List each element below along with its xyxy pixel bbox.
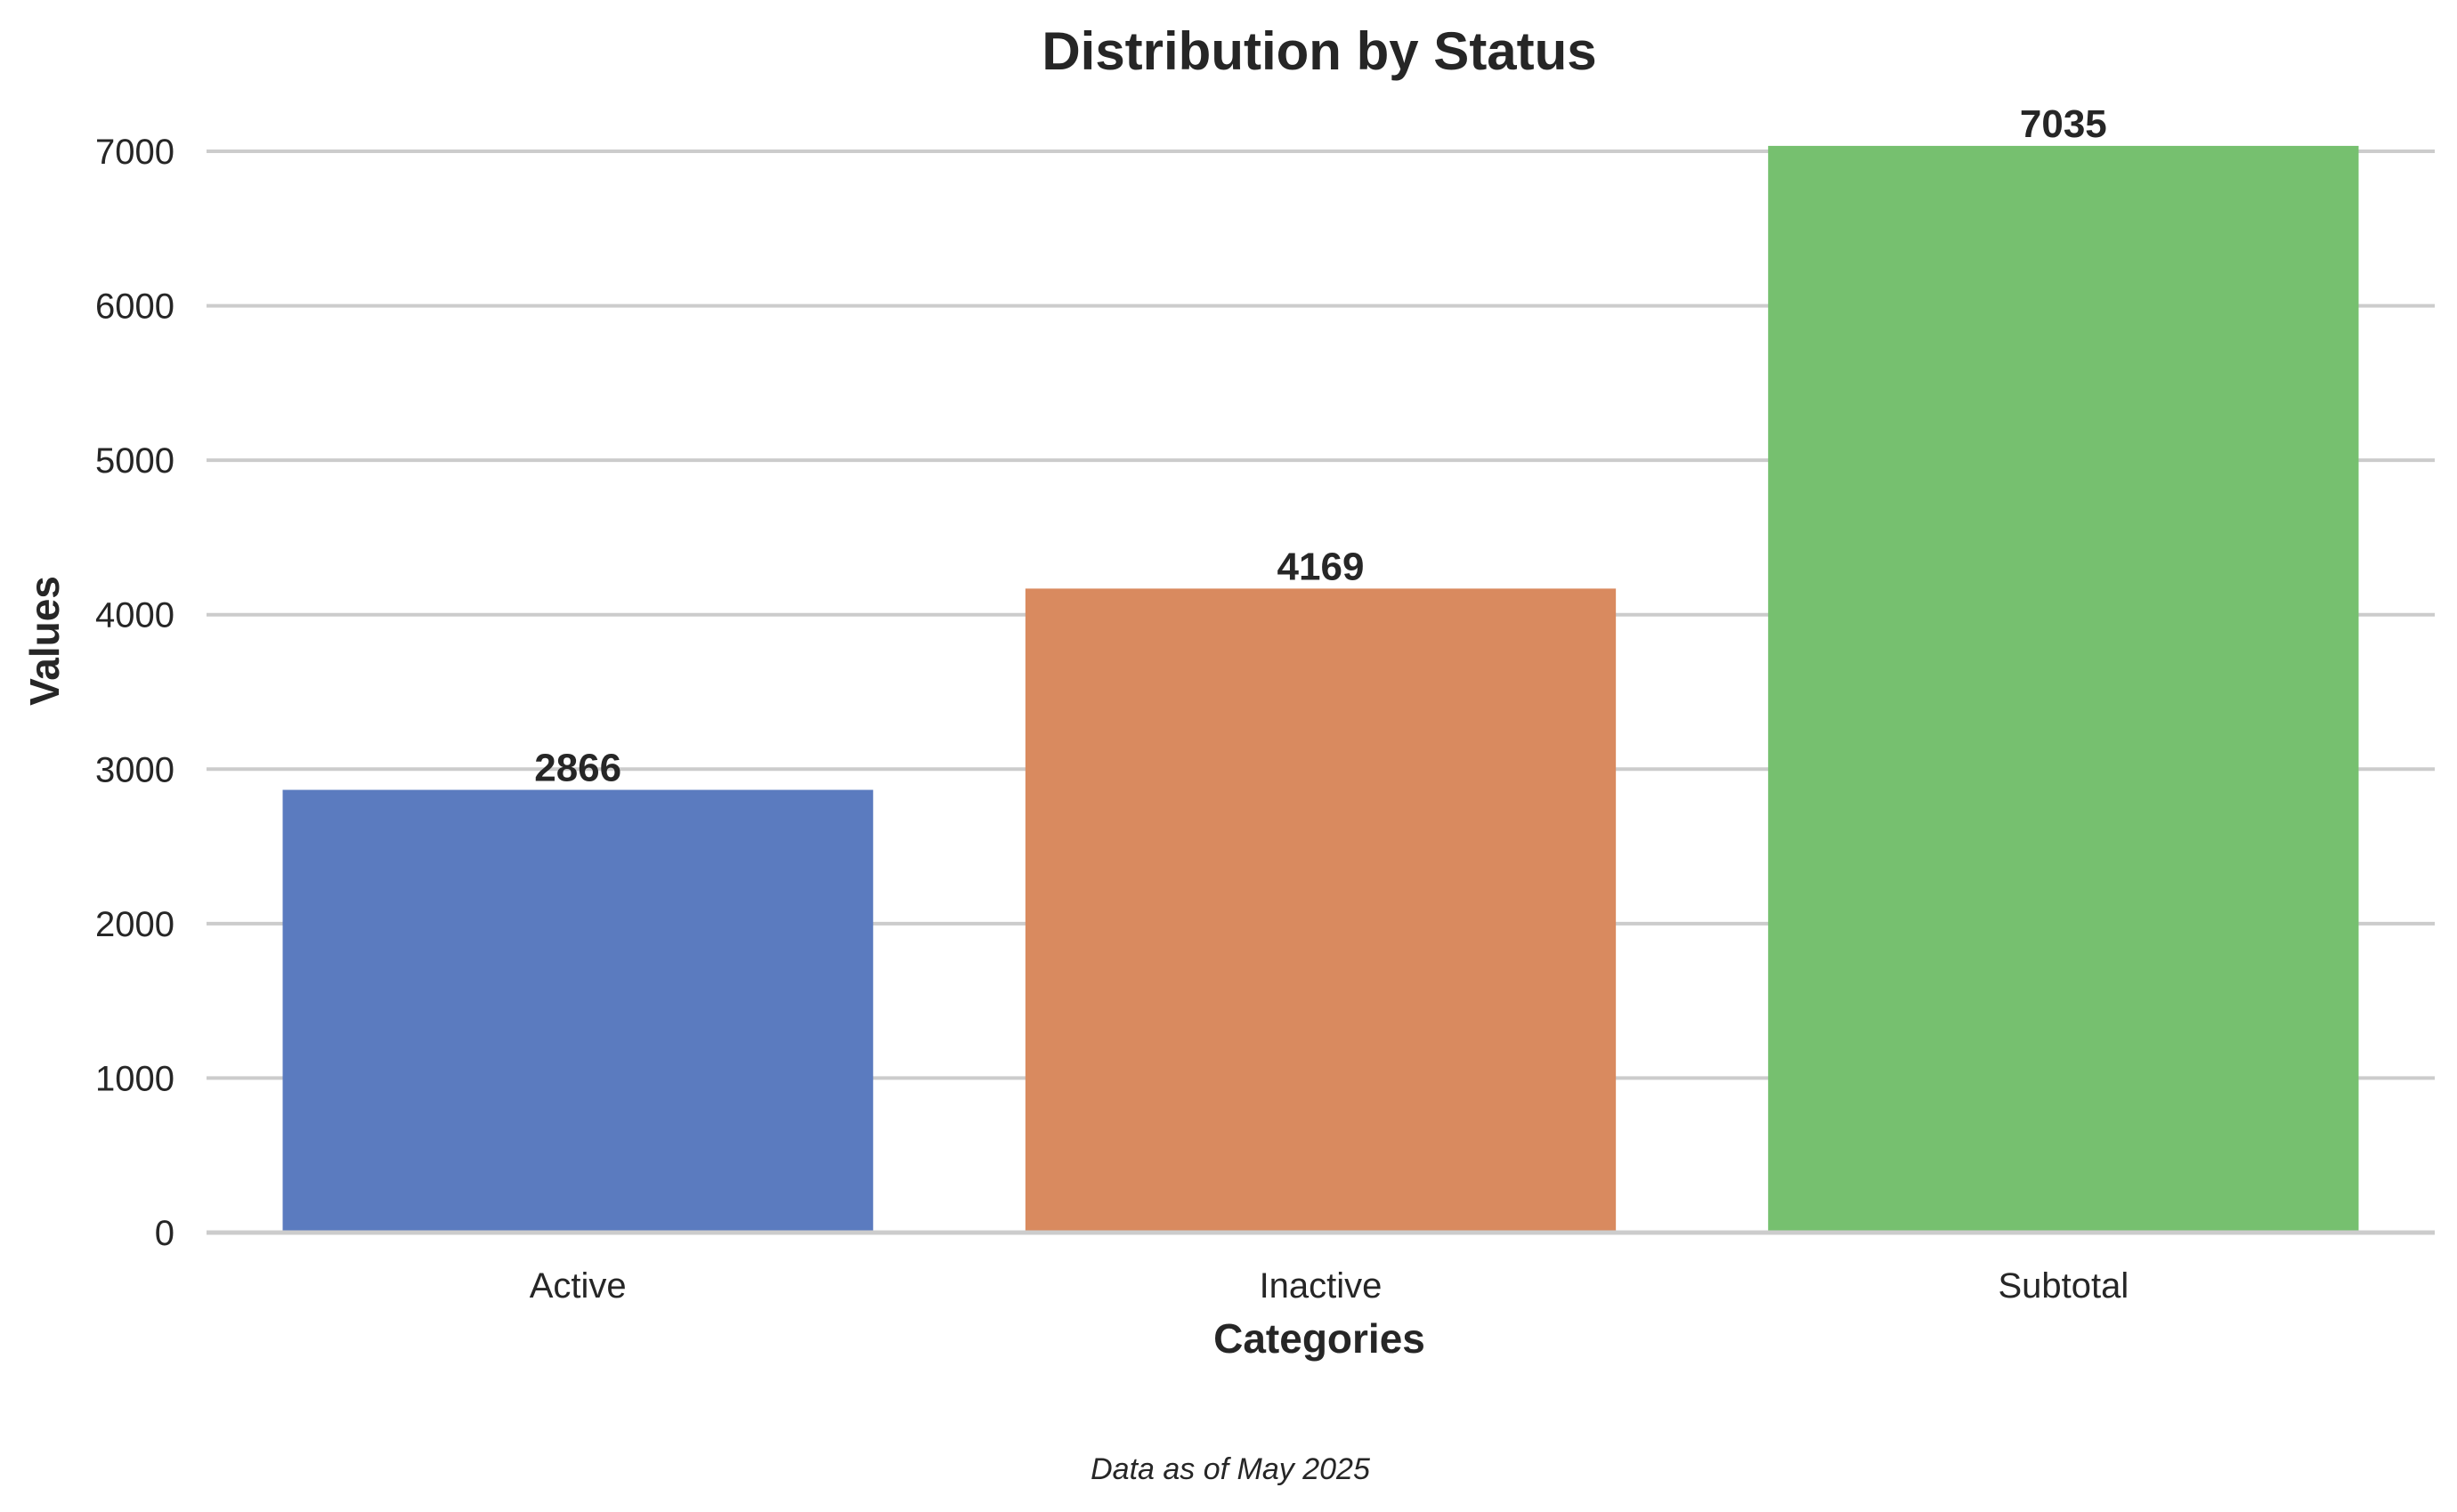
y-tick-label: 4000 [95,596,174,635]
chart-title: Distribution by Status [1042,21,1596,81]
bar-active [282,789,873,1233]
y-tick-label: 1000 [95,1059,174,1098]
y-axis-ticks: 0 1000 2000 3000 4000 5000 6000 7000 [95,133,174,1253]
y-tick-label: 2000 [95,905,174,944]
y-tick-label: 6000 [95,287,174,327]
x-tick-label-active: Active [530,1266,627,1306]
data-label-subtotal: 7035 [2020,102,2107,146]
y-tick-label: 3000 [95,750,174,789]
x-tick-label-subtotal: Subtotal [1998,1266,2129,1306]
x-axis-label: Categories [1213,1315,1425,1362]
bar-inactive [1025,588,1617,1233]
y-tick-label: 5000 [95,441,174,481]
data-labels: 2866 4169 7035 [534,102,2107,790]
bars [282,145,2359,1233]
x-axis-ticks: Active Inactive Subtotal [530,1266,2129,1306]
y-tick-label: 0 [155,1214,174,1253]
y-axis-label: Values [21,576,68,706]
y-tick-label: 7000 [95,133,174,172]
data-label-inactive: 4169 [1277,545,1365,588]
bar-subtotal [1768,145,2359,1233]
data-label-active: 2866 [534,747,621,790]
footnote: Data as of May 2025 [1091,1452,1370,1486]
x-tick-label-inactive: Inactive [1260,1266,1383,1306]
